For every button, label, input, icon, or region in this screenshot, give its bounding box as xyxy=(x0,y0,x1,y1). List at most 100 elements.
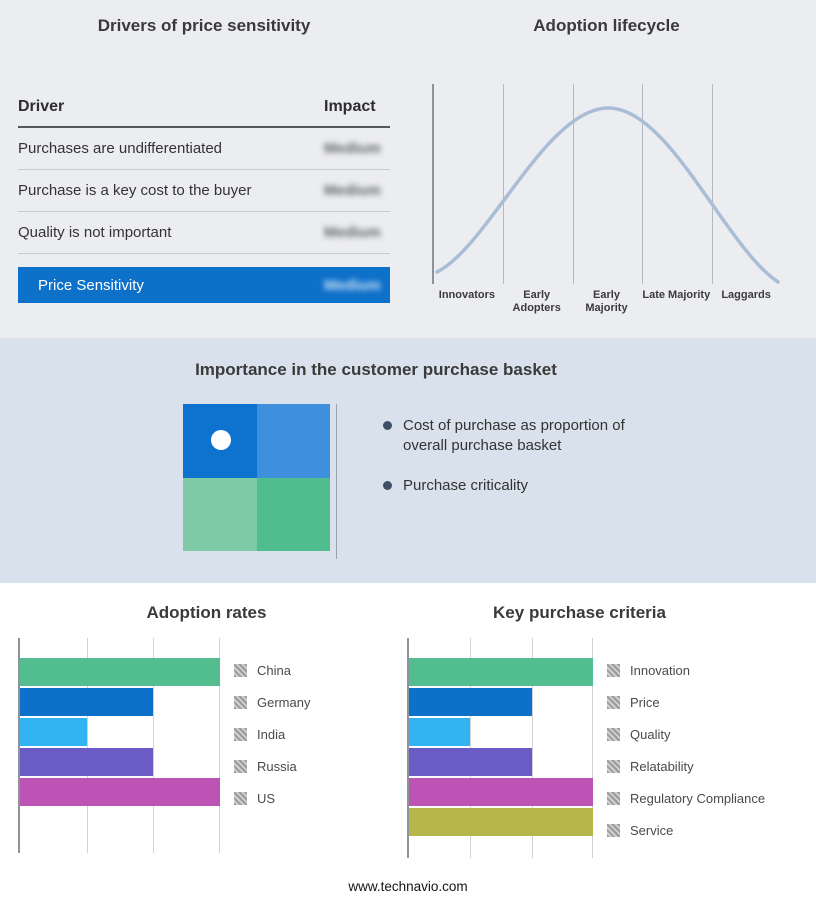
legend-label: Regulatory Compliance xyxy=(630,790,766,806)
gridline xyxy=(531,638,533,858)
bell-curve-path xyxy=(435,106,780,284)
quadrant-top-left xyxy=(183,404,257,478)
bar-innovation xyxy=(409,658,593,686)
lifecycle-panel: Adoption lifecycle Innovators Early Adopt… xyxy=(432,16,781,338)
driver-label: Purchase is a key cost to the buyer xyxy=(18,182,252,199)
legend-item-price: Price xyxy=(607,686,765,718)
gridline xyxy=(503,84,505,284)
price-sensitivity-row: Price Sensitivity Medium xyxy=(18,267,390,303)
quadrant-top-right xyxy=(256,404,330,478)
purchase-basket-section: Importance in the customer purchase bask… xyxy=(0,338,816,583)
driver-row: Quality is not important Medium xyxy=(18,212,390,254)
basket-content: Cost of purchase as proportion of overal… xyxy=(0,404,816,559)
top-section: Drivers of price sensitivity Driver Impa… xyxy=(0,0,816,338)
bar-germany xyxy=(20,688,154,716)
bar-service xyxy=(409,808,593,836)
chart-body: China Germany India Russia US xyxy=(18,638,407,853)
legend-swatch xyxy=(607,823,620,837)
driver-label: Quality is not important xyxy=(18,224,172,241)
legend-item-service: Service xyxy=(607,814,765,846)
stage-label: Innovators xyxy=(438,289,496,301)
bar-russia xyxy=(20,748,154,776)
chart-body: Innovation Price Quality Relatability Regula… xyxy=(407,638,790,858)
legend-swatch xyxy=(234,759,247,773)
legend-label: Germany xyxy=(257,694,311,710)
impact-value: Medium xyxy=(324,182,381,199)
legend: China Germany India Russia US xyxy=(234,638,310,853)
impact-value: Medium xyxy=(324,224,381,241)
column-driver: Driver xyxy=(18,98,65,115)
stage-label: Early Adopters xyxy=(512,289,561,315)
legend-swatch xyxy=(607,791,620,805)
legend-item-us: US xyxy=(234,782,310,814)
legend-label: China xyxy=(257,662,291,678)
bar-price xyxy=(409,688,532,716)
basket-bullets: Cost of purchase as proportion of overal… xyxy=(383,404,651,559)
legend-swatch xyxy=(234,663,247,677)
charts-row: Adoption rates China Germany India Russia US… xyxy=(18,603,816,858)
drivers-table-header: Driver Impact xyxy=(18,92,390,128)
stage-label: Early Majority xyxy=(585,289,628,315)
key-purchase-criteria-title: Key purchase criteria xyxy=(493,603,666,622)
lifecycle-title: Adoption lifecycle xyxy=(533,16,680,35)
gridline xyxy=(153,638,155,853)
quadrant-bottom-left xyxy=(183,477,257,551)
legend-label: Innovation xyxy=(630,662,690,678)
legend-swatch xyxy=(234,695,247,709)
gridline xyxy=(642,84,644,284)
legend-swatch xyxy=(607,759,620,773)
drivers-rows: Purchases are undifferentiated Medium Purc… xyxy=(18,128,390,254)
key-purchase-criteria-chart: Key purchase criteria Innovation Price Qua… xyxy=(407,603,790,858)
stage-label: Laggards xyxy=(721,289,771,301)
gridline xyxy=(572,84,574,284)
legend-label: Service xyxy=(630,822,674,838)
bullet-item: Purchase criticality xyxy=(383,476,651,496)
drivers-table: Driver Impact Purchases are undifferenti… xyxy=(18,92,390,303)
plot xyxy=(18,638,220,853)
stage-label: Late Majority xyxy=(642,289,711,301)
position-marker-dot xyxy=(211,430,231,450)
bullet-icon xyxy=(383,421,392,430)
legend-label: Relatability xyxy=(630,758,694,774)
legend-swatch xyxy=(234,791,247,805)
bar-relatability xyxy=(409,748,532,776)
legend-swatch xyxy=(234,727,247,741)
legend-label: Price xyxy=(630,694,660,710)
legend-label: Quality xyxy=(630,726,671,742)
drivers-panel: Drivers of price sensitivity Driver Impa… xyxy=(18,16,390,338)
legend-item-quality: Quality xyxy=(607,718,765,750)
legend-swatch xyxy=(607,695,620,709)
bar-regulatory-compliance xyxy=(409,778,593,806)
price-sensitivity-label: Price Sensitivity xyxy=(38,276,144,294)
driver-row: Purchase is a key cost to the buyer Mediu… xyxy=(18,170,390,212)
quadrant-grid xyxy=(183,404,330,551)
bar-us xyxy=(20,778,220,806)
plot xyxy=(407,638,593,858)
quadrant-bottom-right xyxy=(256,477,330,551)
gridline xyxy=(219,638,220,853)
adoption-rates-chart: Adoption rates China Germany India Russia US xyxy=(18,603,407,858)
legend-label: US xyxy=(257,790,276,806)
price-sensitivity-impact: Medium xyxy=(324,276,381,294)
column-impact: Impact xyxy=(324,98,376,115)
drivers-title: Drivers of price sensitivity xyxy=(97,16,311,35)
quadrant-axis-line xyxy=(336,404,337,559)
adoption-rates-title: Adoption rates xyxy=(146,603,267,622)
legend-swatch xyxy=(607,727,620,741)
bottom-section: Adoption rates China Germany India Russia US… xyxy=(0,583,816,902)
legend-item-regulatory-compliance: Regulatory Compliance xyxy=(607,782,765,814)
legend-item-germany: Germany xyxy=(234,686,310,718)
gridline xyxy=(711,84,713,284)
legend-label: Russia xyxy=(257,758,297,774)
bell-curve xyxy=(435,106,780,284)
bar-quality xyxy=(409,718,471,746)
lifecycle-chart xyxy=(432,84,781,284)
bar-china xyxy=(20,658,220,686)
legend-label: India xyxy=(257,726,286,742)
driver-label: Purchases are undifferentiated xyxy=(18,140,223,157)
gridline xyxy=(592,638,593,858)
basket-title: Importance in the customer purchase bask… xyxy=(195,360,557,379)
legend-item-china: China xyxy=(234,654,310,686)
legend-item-innovation: Innovation xyxy=(607,654,765,686)
